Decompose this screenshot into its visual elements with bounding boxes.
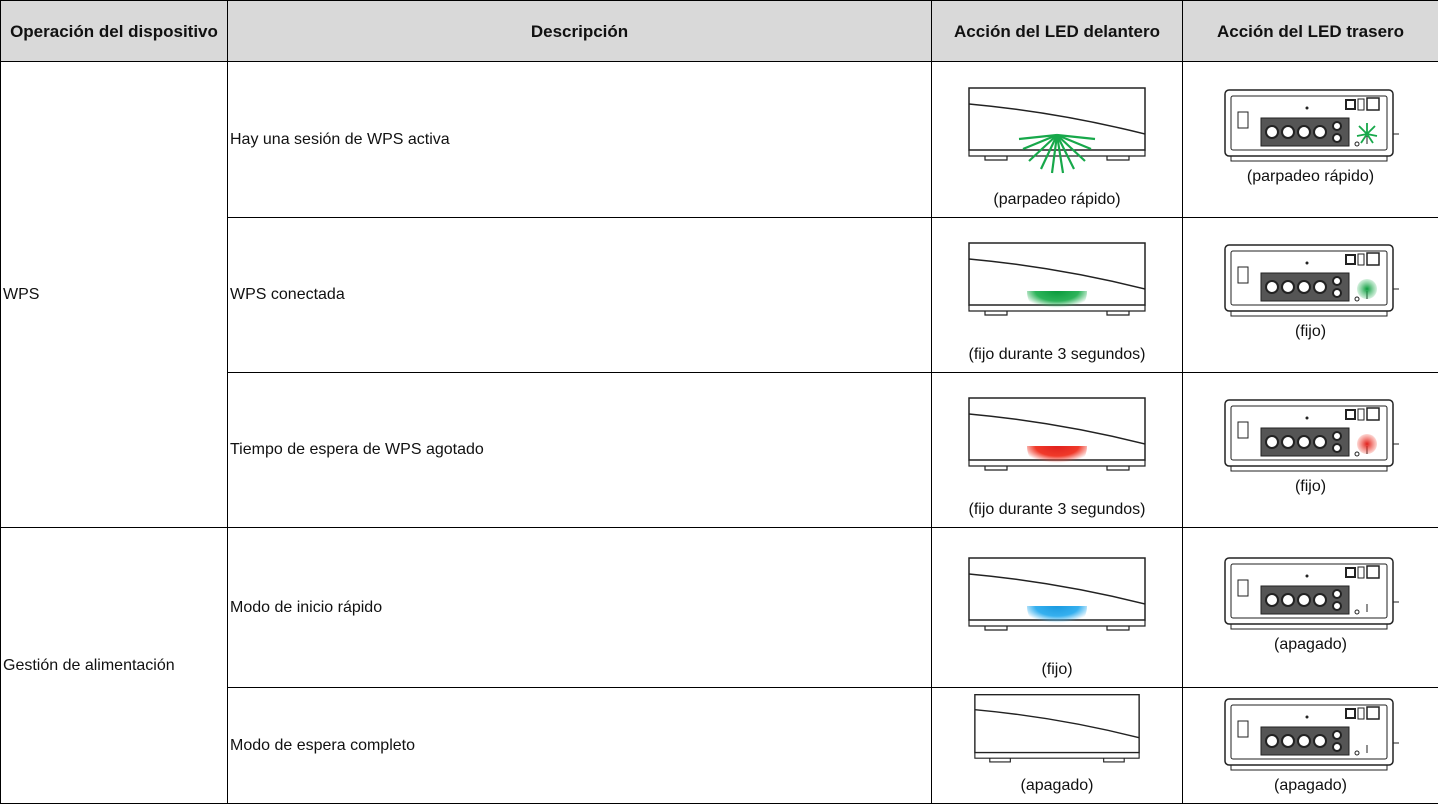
header-row: Operación del dispositivo Descripción Ac… [0,0,1438,62]
row: WPS conectada (fijo durante 3 segundos) … [1,217,1438,373]
rear-caption: (fijo) [1294,478,1327,495]
header-cell: Acción del LED trasero [1182,0,1438,62]
rear-caption: (apagado) [1274,777,1347,794]
front-caption: (fijo) [1041,661,1073,678]
front-illustration [957,691,1157,775]
rear-cell: (fijo) [1182,217,1438,373]
front-caption: (parpadeo rápido) [993,191,1121,208]
front-illustration [957,379,1157,474]
front-cell: (fijo durante 3 segundos) [931,217,1183,373]
front-caption: (fijo durante 3 segundos) [968,346,1146,363]
front-cell: (fijo durante 3 segundos) [931,372,1183,528]
description: Hay una sesión de WPS activa [227,61,932,218]
rear-cell: (apagado) [1182,527,1438,688]
rear-illustration [1221,241,1401,321]
rear-illustration [1221,396,1401,476]
rear-caption: (parpadeo rápido) [1246,167,1375,185]
header-cell: Operación del dispositivo [0,0,228,62]
row: Modo de espera completo (apagado) (apaga… [1,687,1438,804]
row: WPS Hay una sesión de WPS activa (parpad… [0,61,1438,528]
rear-illustration [1221,86,1401,166]
description: Tiempo de espera de WPS agotado [227,372,932,528]
row: Tiempo de espera de WPS agotado (fijo du… [1,372,1438,528]
description: Modo de inicio rápido [227,527,932,688]
operation: Gestión de alimentación [0,527,228,804]
rear-illustration [1221,554,1401,634]
description: WPS conectada [227,217,932,373]
front-illustration [957,539,1157,634]
front-illustration [957,69,1157,174]
rear-caption: (apagado) [1274,635,1347,653]
front-caption: (fijo durante 3 segundos) [968,501,1146,518]
header-cell: Descripción [227,0,932,62]
operation: WPS [0,61,228,528]
rear-cell: (apagado) [1182,687,1438,804]
front-cell: (parpadeo rápido) [931,61,1183,218]
rear-illustration [1221,695,1401,775]
rear-cell: (fijo) [1182,372,1438,528]
front-illustration [957,224,1157,319]
description: Modo de espera completo [227,687,932,804]
row: Gestión de alimentación Modo de inicio r… [0,527,1438,804]
rear-caption: (fijo) [1294,323,1327,340]
front-caption: (apagado) [1020,777,1094,794]
rear-cell: (parpadeo rápido) [1182,61,1438,218]
header-cell: Acción del LED delantero [931,0,1183,62]
front-cell: (apagado) [931,687,1183,804]
front-cell: (fijo) [931,527,1183,688]
